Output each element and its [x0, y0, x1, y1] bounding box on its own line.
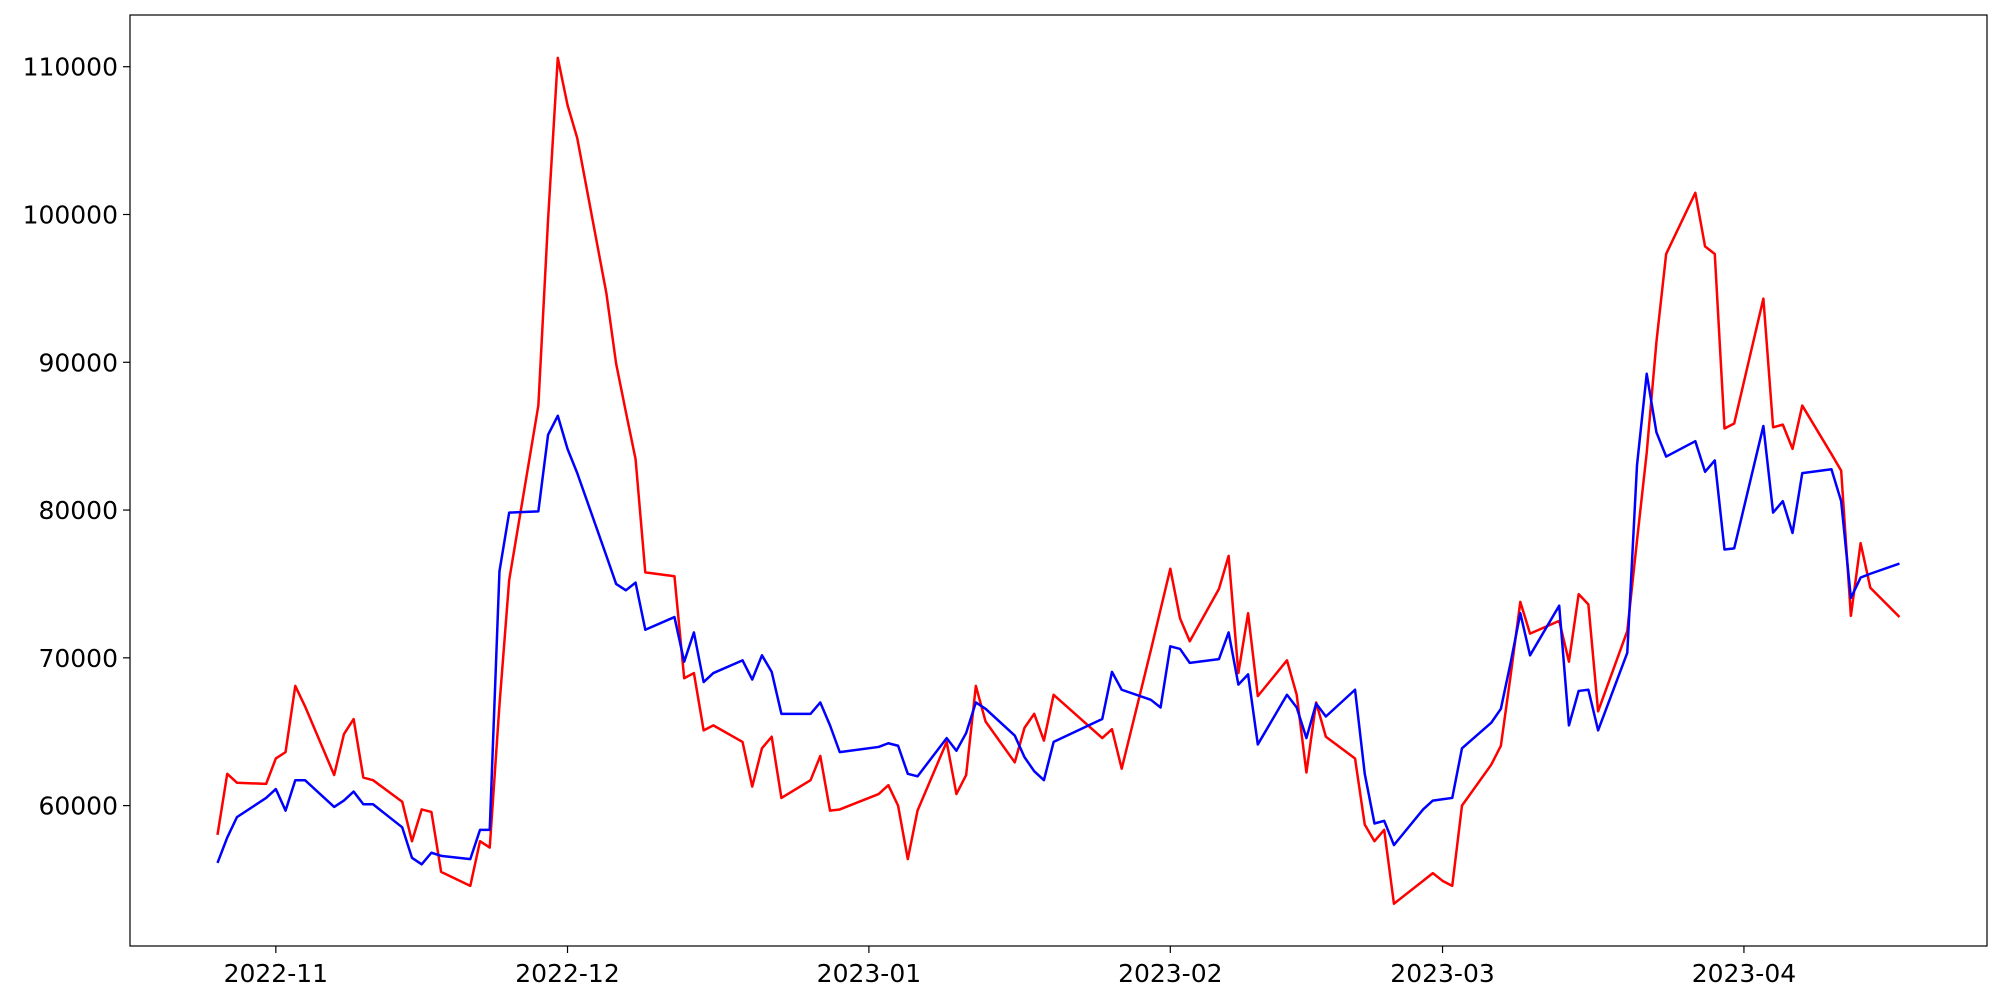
x-tick-label: 2022-11 — [224, 959, 328, 988]
y-tick-label: 110000 — [23, 53, 118, 82]
y-tick-label: 80000 — [38, 496, 118, 525]
x-tick-label: 2023-03 — [1390, 959, 1494, 988]
y-tick-label: 60000 — [38, 792, 118, 821]
x-tick-label: 2023-04 — [1692, 959, 1796, 988]
y-tick-label: 70000 — [38, 644, 118, 673]
x-tick-label: 2023-02 — [1118, 959, 1222, 988]
line-series — [216, 372, 1900, 866]
plot-frame — [129, 14, 1988, 947]
x-tick-label: 2022-12 — [515, 959, 619, 988]
x-tick-label: 2023-01 — [817, 959, 921, 988]
y-tick-label: 100000 — [23, 201, 118, 230]
y-tick-label: 90000 — [38, 348, 118, 377]
